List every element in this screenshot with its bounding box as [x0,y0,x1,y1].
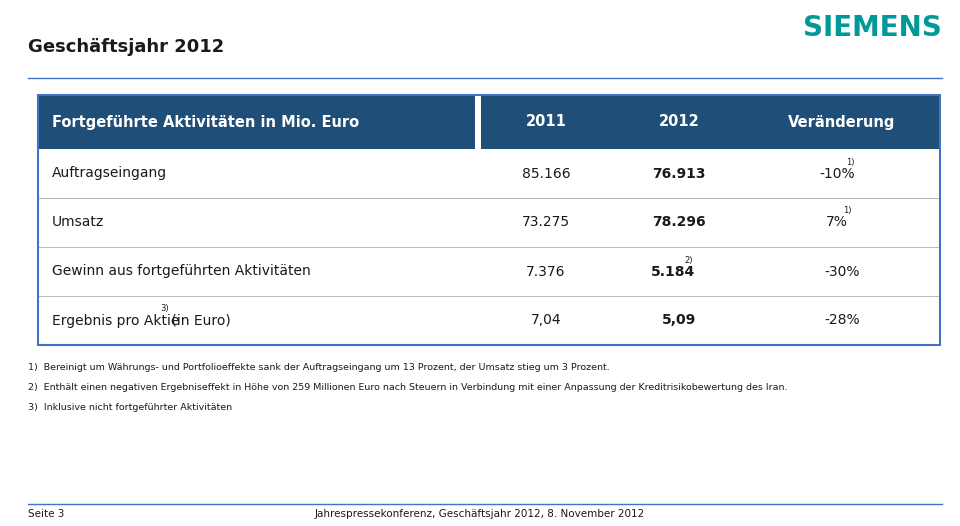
Text: 5.184: 5.184 [651,265,695,278]
Text: 1): 1) [846,157,854,167]
Text: 7%: 7% [826,216,848,229]
Bar [38,95,940,345]
Text: -30%: -30% [825,265,860,278]
Text: Geschäftsjahr 2012: Geschäftsjahr 2012 [28,38,225,56]
Text: Auftragseingang: Auftragseingang [52,167,167,180]
Text: 73.275: 73.275 [522,216,570,229]
Text: 2)  Enthält einen negativen Ergebniseffekt in Höhe von 259 Millionen Euro nach S: 2) Enthält einen negativen Ergebniseffek… [28,383,787,392]
Bar [38,296,940,345]
Text: Gewinn aus fortgeführten Aktivitäten: Gewinn aus fortgeführten Aktivitäten [52,265,311,278]
Bar [481,95,940,149]
Text: 1): 1) [843,207,852,216]
Text: 2012: 2012 [659,115,700,129]
Text: 7,04: 7,04 [531,313,562,328]
Text: -10%: -10% [819,167,854,180]
Text: 1)  Bereinigt um Währungs- und Portfolioeffekte sank der Auftragseingang um 13 P: 1) Bereinigt um Währungs- und Portfolioe… [28,363,610,372]
Text: (in Euro): (in Euro) [167,313,230,328]
Text: 7.376: 7.376 [526,265,565,278]
Text: Umsatz: Umsatz [52,216,105,229]
Bar [38,95,475,149]
Bar [38,149,940,198]
Text: Jahrespressekonferenz, Geschäftsjahr 2012, 8. November 2012: Jahrespressekonferenz, Geschäftsjahr 201… [315,509,645,519]
Text: 2011: 2011 [525,115,566,129]
Text: Ergebnis pro Aktie: Ergebnis pro Aktie [52,313,180,328]
Text: 76.913: 76.913 [652,167,706,180]
Text: -28%: -28% [825,313,860,328]
Text: 78.296: 78.296 [652,216,706,229]
Text: Veränderung: Veränderung [788,115,896,129]
Text: 3): 3) [160,305,169,313]
Text: 5,09: 5,09 [661,313,696,328]
Bar [38,247,940,296]
Text: SIEMENS: SIEMENS [804,14,942,42]
Text: 3)  Inklusive nicht fortgeführter Aktivitäten: 3) Inklusive nicht fortgeführter Aktivit… [28,403,232,412]
Bar [38,198,940,247]
Text: Fortgeführte Aktivitäten in Mio. Euro: Fortgeführte Aktivitäten in Mio. Euro [52,115,359,129]
Text: Seite 3: Seite 3 [28,509,64,519]
Text: 85.166: 85.166 [521,167,570,180]
Text: 2): 2) [684,256,693,265]
